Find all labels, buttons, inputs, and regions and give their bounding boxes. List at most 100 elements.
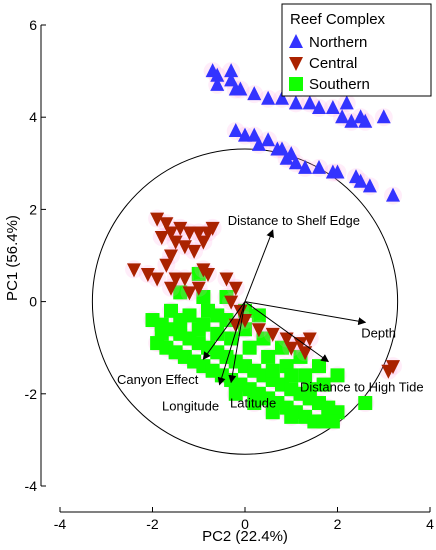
- central-point: [150, 212, 165, 227]
- southern-point: [325, 414, 340, 429]
- northern-point: [358, 113, 373, 128]
- northern-point: [261, 132, 276, 147]
- latitude-label: Latitude: [230, 395, 276, 410]
- x-tick-label: -2: [146, 516, 159, 532]
- central-point: [168, 235, 183, 250]
- northern-point: [298, 159, 313, 174]
- central-point: [159, 258, 174, 273]
- northern-point: [376, 109, 391, 124]
- central-point: [298, 346, 313, 361]
- southern-point: [316, 377, 331, 392]
- central-point: [173, 221, 188, 236]
- latitude-vector: [228, 301, 246, 384]
- legend-northern-marker: [289, 34, 303, 48]
- southern-point: [265, 363, 280, 378]
- northern-point: [344, 113, 359, 128]
- central-point: [265, 327, 280, 342]
- distance-to-shelf-edge-vector: [244, 229, 274, 302]
- axes: -4 -2 0 2 4 -4 -2 0 2 4 6 PC2 (22.4%) PC1 (56.4%): [4, 17, 434, 545]
- depth-vector: [244, 301, 367, 326]
- southern-point: [154, 326, 169, 341]
- y-ticks: -4 -2 0 2 4 6: [25, 17, 46, 494]
- central-point: [201, 267, 215, 282]
- southern-point: [302, 382, 317, 397]
- northern-point: [210, 76, 225, 91]
- central-point: [182, 226, 197, 241]
- y-tick-label: 2: [29, 201, 37, 217]
- northern-point: [339, 95, 354, 110]
- southern-point: [173, 313, 188, 328]
- southern-point: [358, 396, 373, 411]
- canyon-effect-label: Canyon Effect: [117, 372, 199, 387]
- southern-point: [251, 308, 266, 323]
- northern-point: [353, 173, 368, 188]
- central-point: [279, 332, 294, 347]
- central-point: [191, 226, 206, 241]
- southern-point: [238, 322, 252, 337]
- southern-point: [228, 386, 243, 401]
- northern-point: [238, 127, 252, 142]
- northern-point: [325, 99, 340, 114]
- central-point: [228, 281, 243, 296]
- loading-vectors: Distance to Shelf Edge Depth Distance to H…: [117, 213, 424, 413]
- northern-point: [210, 67, 225, 82]
- northern-point: [228, 123, 243, 138]
- northern-point: [302, 95, 317, 110]
- southern-point: [265, 405, 280, 420]
- x-tick-label: 0: [241, 516, 249, 532]
- legend-southern-marker: [289, 77, 303, 91]
- northern-point: [312, 99, 326, 114]
- northern-point: [386, 187, 400, 202]
- x-tick-label: 2: [334, 516, 342, 532]
- central-point: [168, 272, 183, 287]
- northern-point: [330, 164, 345, 179]
- canyon-effect-vector: [202, 301, 246, 361]
- legend-central-label: Central: [309, 55, 357, 72]
- legend-southern-label: Southern: [309, 76, 370, 93]
- southern-point: [210, 326, 225, 341]
- legend-title: Reef Complex: [290, 11, 386, 28]
- correlation-circle: [91, 148, 399, 455]
- northern-point: [312, 159, 326, 174]
- southern-point: [196, 317, 211, 332]
- legend-northern-label: Northern: [309, 34, 367, 51]
- longitude-label: Longitude: [162, 399, 219, 414]
- northern-point: [224, 63, 239, 78]
- x-tick-label: -4: [54, 516, 67, 532]
- longitude-vector: [217, 301, 246, 386]
- central-point: [164, 281, 178, 296]
- y-tick-label: -2: [25, 386, 38, 402]
- central-point: [205, 221, 220, 236]
- central-point: [140, 267, 155, 282]
- northern-point: [284, 146, 299, 161]
- central-point: [150, 272, 165, 287]
- southern-point: [261, 349, 276, 364]
- southern-point: [247, 396, 262, 411]
- central-point: [154, 231, 169, 246]
- y-tick-label: 0: [29, 294, 37, 310]
- depth-label: Depth: [361, 325, 396, 340]
- x-tick-label: 4: [426, 516, 434, 532]
- central-point: [127, 263, 141, 278]
- northern-point: [224, 72, 239, 87]
- central-point: [182, 286, 197, 301]
- southern-point: [284, 409, 299, 424]
- central-point: [228, 318, 243, 333]
- central-point: [302, 332, 317, 347]
- central-point: [159, 217, 174, 232]
- central-point: [238, 314, 252, 329]
- central-point: [164, 226, 178, 241]
- northern-point: [233, 81, 248, 96]
- central-point: [224, 295, 239, 310]
- northern-point: [275, 90, 289, 105]
- central-point: [219, 272, 234, 287]
- central-point: [177, 240, 192, 255]
- central-point: [381, 364, 396, 379]
- x-axis-label: PC2 (22.4%): [202, 528, 288, 545]
- y-tick-label: -4: [25, 478, 38, 494]
- southern-point: [298, 368, 313, 383]
- southern-point: [284, 368, 299, 383]
- northern-point: [335, 109, 350, 124]
- northern-point: [247, 127, 262, 142]
- central-point: [293, 337, 308, 352]
